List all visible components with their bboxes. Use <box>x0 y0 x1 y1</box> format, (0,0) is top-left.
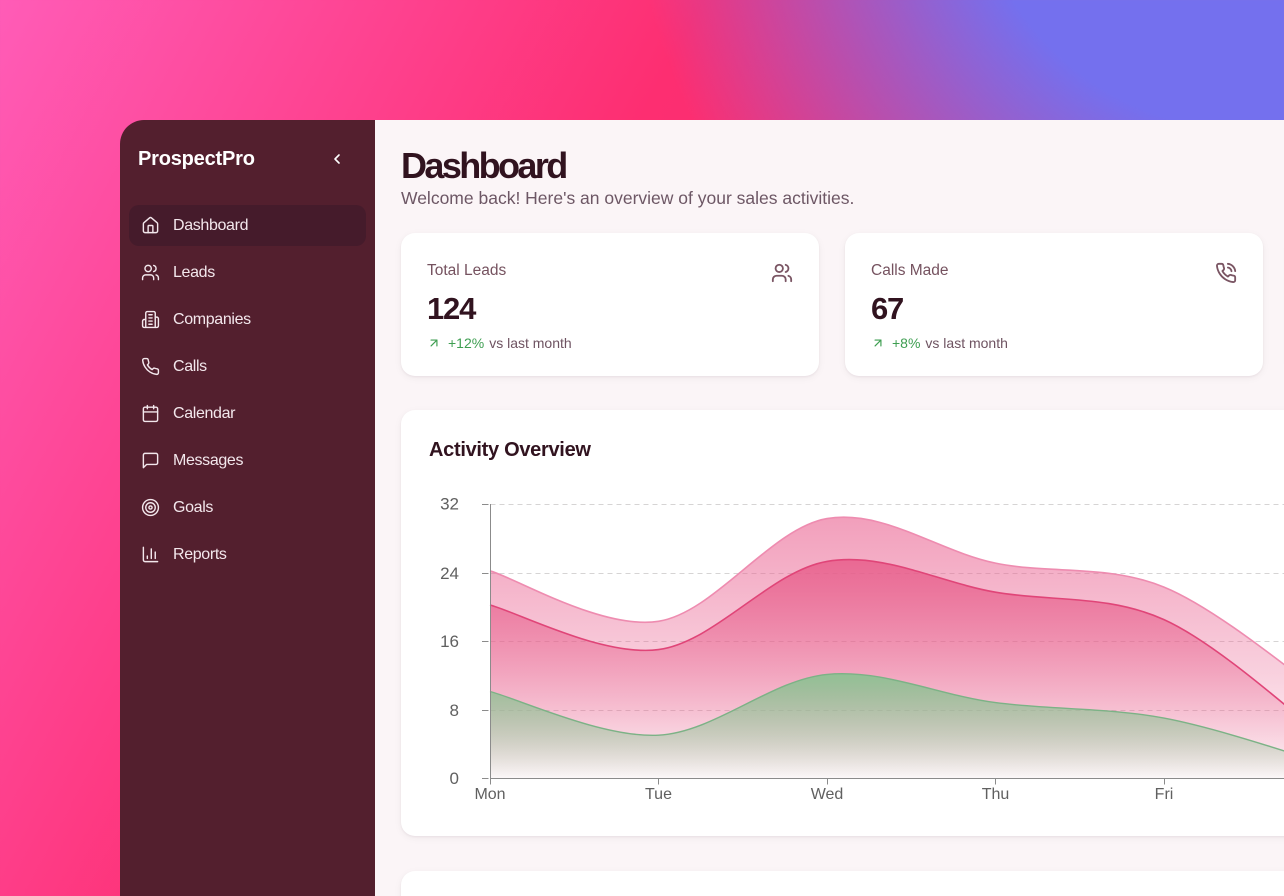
svg-text:8: 8 <box>450 701 459 720</box>
svg-text:16: 16 <box>440 632 459 651</box>
svg-text:0: 0 <box>450 769 459 788</box>
svg-text:Mon: Mon <box>474 786 505 803</box>
svg-text:Wed: Wed <box>811 786 844 803</box>
svg-text:24: 24 <box>440 564 459 583</box>
svg-text:Tue: Tue <box>645 786 672 803</box>
svg-text:Thu: Thu <box>982 786 1010 803</box>
svg-text:32: 32 <box>440 495 459 514</box>
svg-text:Fri: Fri <box>1155 786 1174 803</box>
